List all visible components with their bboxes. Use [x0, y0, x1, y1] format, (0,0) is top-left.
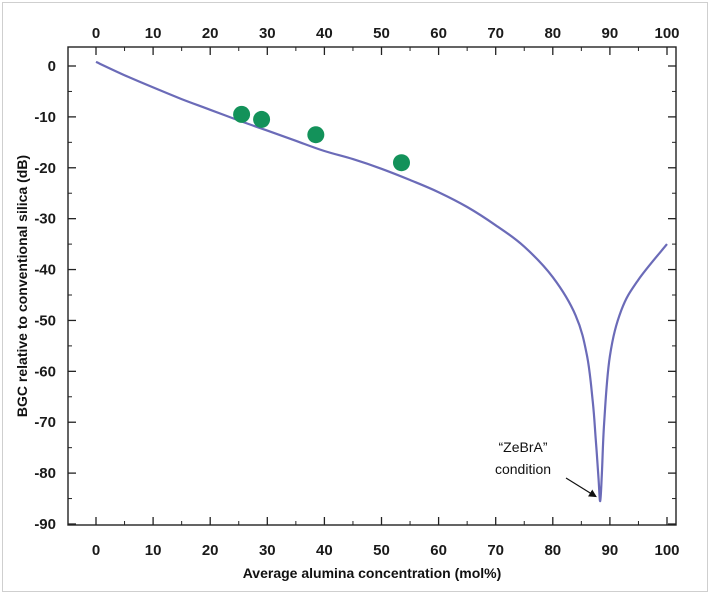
annotation-arrow — [565, 477, 597, 498]
x-tick-label-bottom: 20 — [202, 542, 219, 559]
y-tick-label: -40 — [34, 262, 56, 279]
x-tick-label-top: 0 — [92, 25, 100, 42]
x-tick-label-top: 70 — [487, 25, 504, 42]
x-tick-label-bottom: 40 — [316, 542, 333, 559]
data-point — [307, 126, 325, 144]
data-point — [233, 105, 251, 123]
y-tick-label: -10 — [34, 109, 56, 126]
data-point — [392, 154, 410, 172]
series-line — [95, 60, 668, 503]
x-tick-label-bottom: 80 — [544, 542, 561, 559]
x-tick-label-top: 90 — [602, 25, 619, 42]
x-axis-title: Average alumina concentration (mol%) — [243, 565, 502, 581]
y-tick-label: -60 — [34, 363, 56, 380]
plot-border — [67, 46, 677, 526]
y-tick-label: -20 — [34, 160, 56, 177]
y-axis-title: BGC relative to conventional silica (dB) — [14, 155, 30, 417]
data-point — [253, 110, 271, 128]
x-tick-label-bottom: 10 — [145, 542, 162, 559]
x-tick-label-top: 80 — [544, 25, 561, 42]
x-tick-label-bottom: 70 — [487, 542, 504, 559]
x-tick-label-bottom: 0 — [92, 542, 100, 559]
x-tick-label-bottom: 60 — [430, 542, 447, 559]
annotation-label-line1: “ZeBrA” — [499, 439, 548, 455]
y-tick-label: -30 — [34, 211, 56, 228]
x-tick-label-bottom: 100 — [654, 542, 679, 559]
y-tick-label: -80 — [34, 465, 56, 482]
x-tick-label-top: 40 — [316, 25, 333, 42]
y-tick-label: -90 — [34, 516, 56, 533]
x-tick-label-top: 50 — [373, 25, 390, 42]
x-tick-label-top: 20 — [202, 25, 219, 42]
x-tick-label-top: 10 — [145, 25, 162, 42]
annotation-label-line2: condition — [495, 461, 551, 477]
x-tick-label-top: 30 — [259, 25, 276, 42]
x-tick-label-top: 60 — [430, 25, 447, 42]
x-tick-label-bottom: 50 — [373, 542, 390, 559]
y-tick-label: -50 — [34, 312, 56, 329]
x-tick-label-bottom: 90 — [602, 542, 619, 559]
y-tick-label: 0 — [48, 58, 56, 75]
x-tick-label-bottom: 30 — [259, 542, 276, 559]
y-tick-label: -70 — [34, 414, 56, 431]
x-tick-label-top: 100 — [654, 25, 679, 42]
